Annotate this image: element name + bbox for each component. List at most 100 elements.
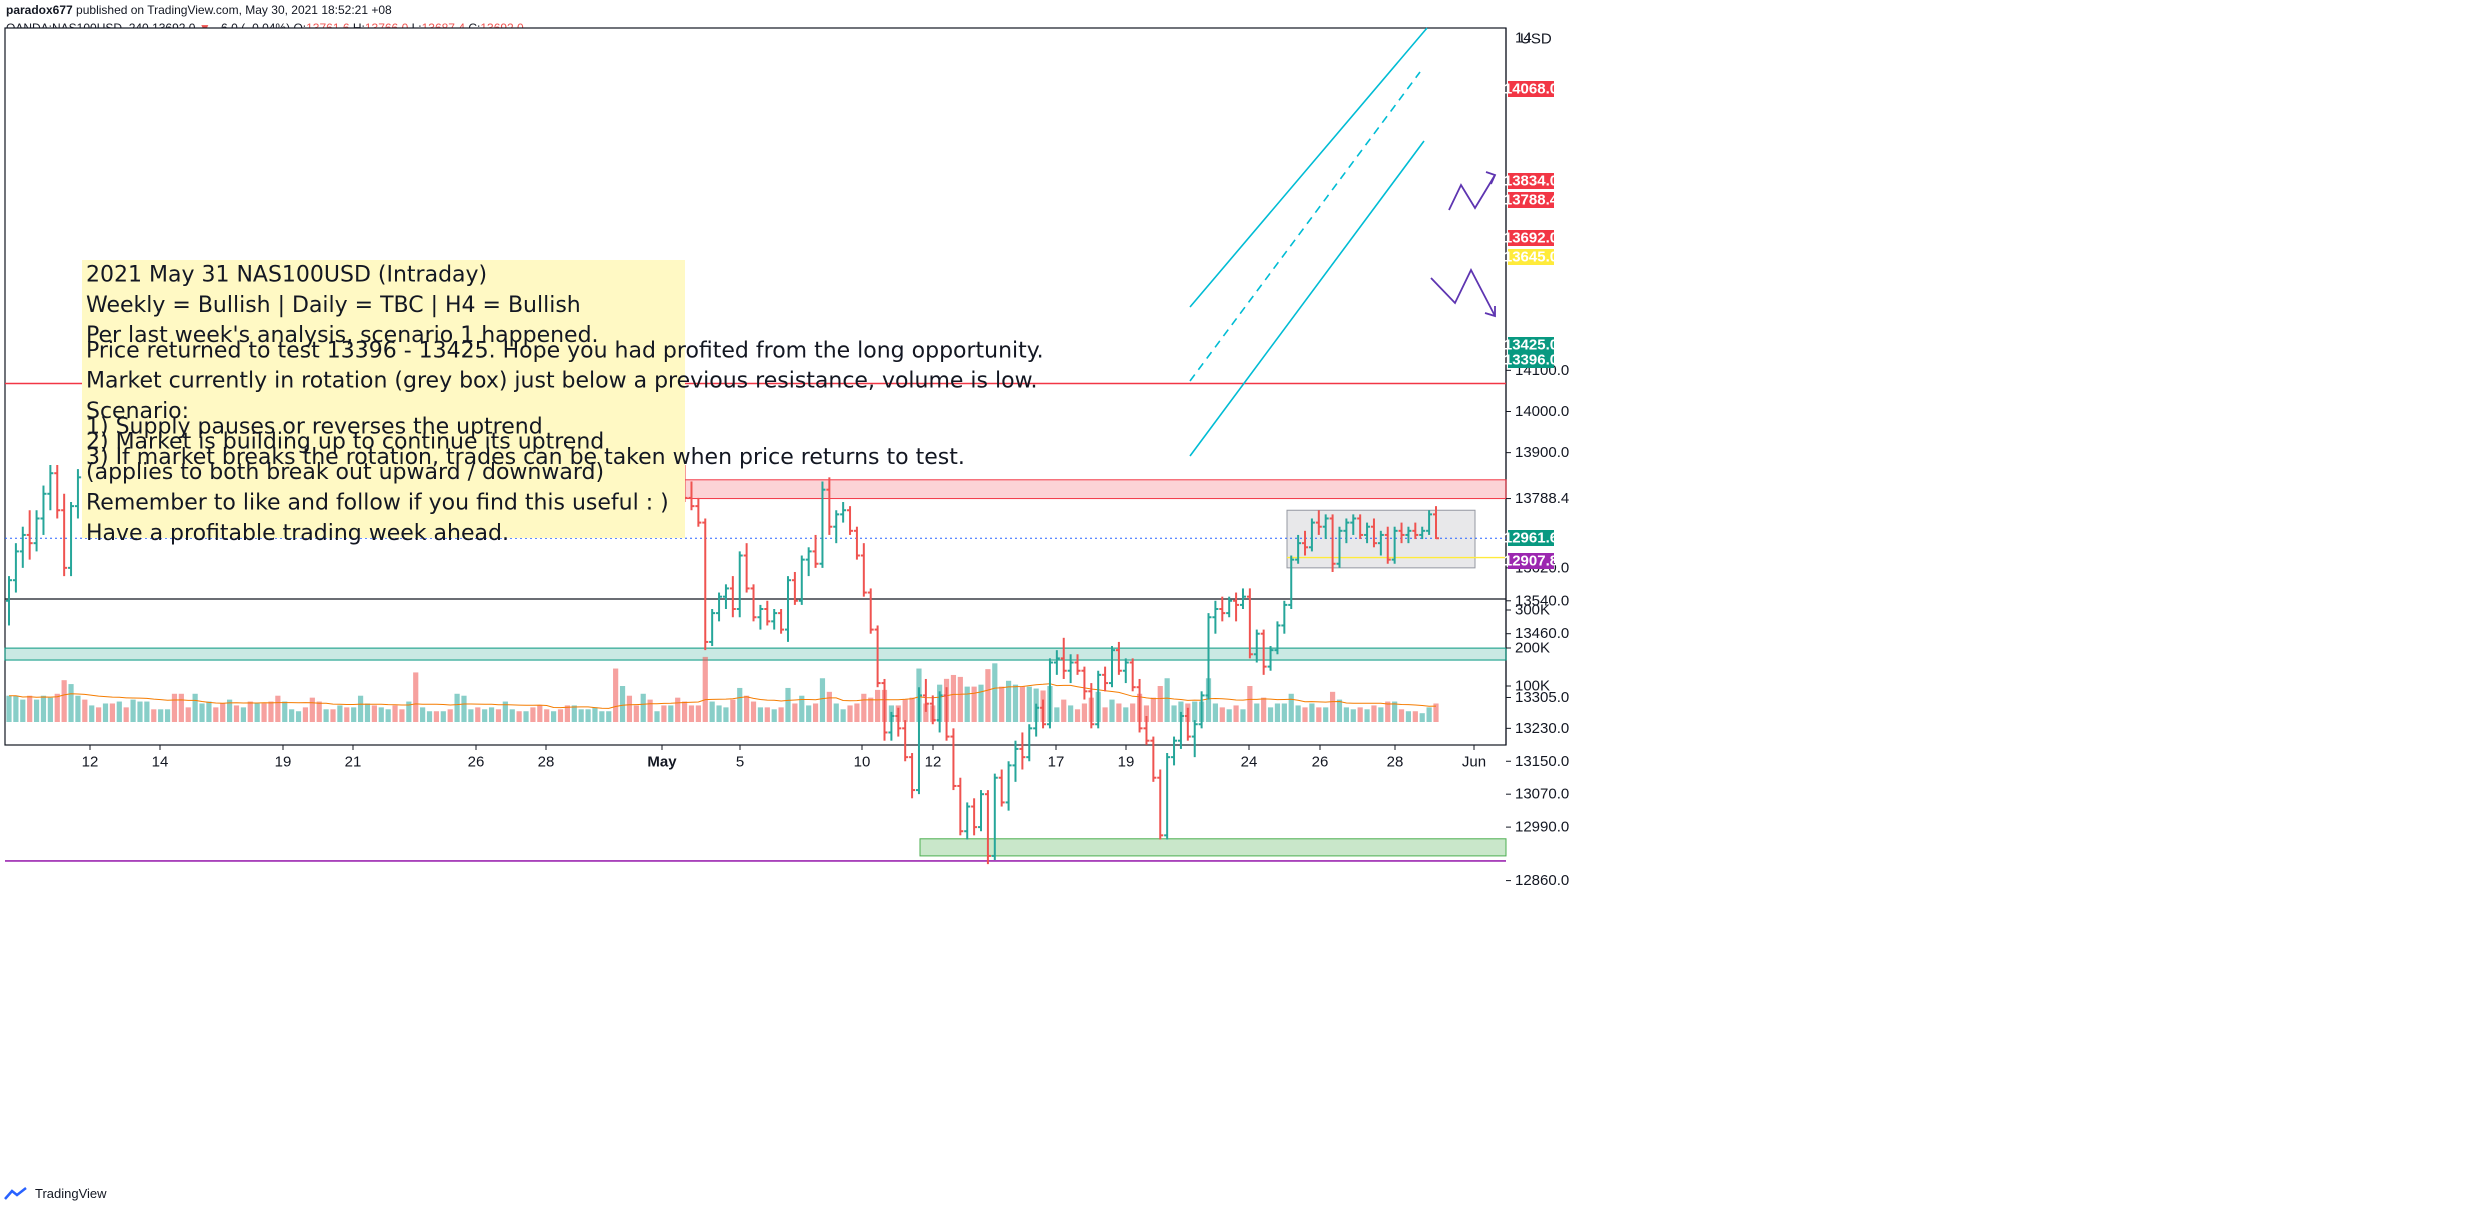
volume-bar <box>447 709 453 722</box>
axes-layer: 14100.014000.013900.013788.413620.013540… <box>82 30 1570 890</box>
volume-bar <box>1350 709 1356 722</box>
volume-bar <box>96 707 102 722</box>
tradingview-brand: TradingView <box>35 1186 107 1201</box>
volume-bar <box>144 701 150 722</box>
volume-bar <box>1254 703 1260 722</box>
volume-bar <box>826 691 832 722</box>
volume-bar <box>337 705 343 722</box>
volume-bar <box>957 676 963 722</box>
volume-bar <box>1226 709 1232 722</box>
price-tick-label: 14000.0 <box>1515 403 1569 420</box>
volume-bar <box>1102 707 1108 722</box>
volume-bar <box>875 689 881 722</box>
date-tick-label: Jun <box>1462 754 1486 771</box>
volume-bar <box>516 711 522 722</box>
volume-bar <box>213 707 219 722</box>
volume-bar <box>13 695 19 722</box>
volume-bar <box>592 707 598 722</box>
volume-bar <box>364 703 371 722</box>
volume-bar <box>647 699 653 722</box>
volume-bar <box>378 707 384 722</box>
date-tick-label: 10 <box>854 754 871 771</box>
volume-bar <box>54 693 60 722</box>
scenario-down-path <box>1430 267 1496 317</box>
annotation-note: 2021 May 31 NAS100USD (Intraday) Weekly =… <box>82 260 1044 546</box>
volume-bar <box>206 701 212 722</box>
price-tick-label: 13230.0 <box>1515 720 1569 737</box>
tradingview-logo[interactable]: TradingView <box>4 1186 107 1201</box>
volume-bar <box>1068 705 1074 722</box>
volume-bar <box>137 701 143 722</box>
volume-bar <box>640 693 646 722</box>
volume-bar <box>668 705 674 722</box>
volume-bar <box>1392 701 1398 722</box>
channel-upper-line <box>1189 27 1428 308</box>
volume-bar <box>1323 707 1329 722</box>
note-background <box>82 260 685 538</box>
volume-bar <box>488 707 495 722</box>
volume-bar <box>606 711 612 722</box>
volume-bar <box>1130 703 1136 722</box>
volume-bar <box>282 701 288 722</box>
volume-bar <box>1329 691 1336 722</box>
volume-bar <box>613 668 619 722</box>
volume-bar <box>454 693 460 722</box>
volume-bar <box>261 703 267 722</box>
date-tick-label: 12 <box>925 754 942 771</box>
note-line: 2) Market is building up to continue its… <box>86 430 604 455</box>
scenario-up-path <box>1448 174 1496 211</box>
volume-bar <box>289 709 295 722</box>
volume-bar <box>158 709 164 722</box>
volume-bar <box>109 703 116 722</box>
scenario-down-arrowhead <box>1484 306 1496 318</box>
volume-bar <box>537 705 543 722</box>
volume-bar <box>1150 697 1156 722</box>
volume-bar <box>185 707 191 722</box>
drawings-layer <box>1189 27 1497 457</box>
volume-bar <box>1019 686 1025 722</box>
volume-bar <box>819 678 826 722</box>
volume-bar <box>130 699 136 722</box>
volume-bar <box>192 693 198 722</box>
volume-bar <box>102 703 109 722</box>
volume-bar <box>723 707 729 722</box>
volume-bar <box>744 695 750 722</box>
author-name[interactable]: paradox677 <box>6 3 73 17</box>
volume-bar <box>833 703 839 722</box>
volume-bar <box>661 705 667 722</box>
volume-bar <box>1274 703 1281 722</box>
volume-bar <box>413 672 419 722</box>
date-tick-label: 28 <box>1387 754 1404 771</box>
volume-tick-label: 300K <box>1515 602 1550 619</box>
date-tick-label: 24 <box>1241 754 1258 771</box>
volume-bar <box>619 686 626 722</box>
volume-bar <box>737 687 743 722</box>
volume-bar <box>695 705 701 722</box>
volume-bar <box>433 711 440 722</box>
volume-bar <box>675 697 681 722</box>
tradingview-icon <box>4 1186 27 1200</box>
volume-bar <box>406 701 412 722</box>
volume-bar <box>33 699 40 722</box>
price-tag: 13645.0 <box>1504 249 1558 266</box>
volume-bar <box>971 686 977 722</box>
price-tick-label: 13540.0 <box>1515 592 1569 609</box>
volume-bar <box>571 705 577 722</box>
volume-bar <box>468 709 474 722</box>
volume-bar <box>226 699 233 722</box>
volume-bar <box>633 705 639 722</box>
volume-bar <box>1026 686 1032 722</box>
volume-bar <box>399 709 405 722</box>
note-line: Scenario: <box>86 399 189 424</box>
resistance-zone <box>604 479 1507 500</box>
date-tick-label: 19 <box>275 754 292 771</box>
support-zone <box>4 647 1507 661</box>
volume-bar <box>344 707 350 722</box>
volume-bar <box>1116 703 1122 722</box>
volume-bar <box>1267 707 1274 722</box>
price-tick-label: 13150.0 <box>1515 753 1569 770</box>
volume-bar <box>1385 701 1391 722</box>
note-line: 1) Supply pauses or reverses the uptrend <box>86 414 543 439</box>
note-line: 3) If market breaks the rotation, trades… <box>86 445 965 470</box>
